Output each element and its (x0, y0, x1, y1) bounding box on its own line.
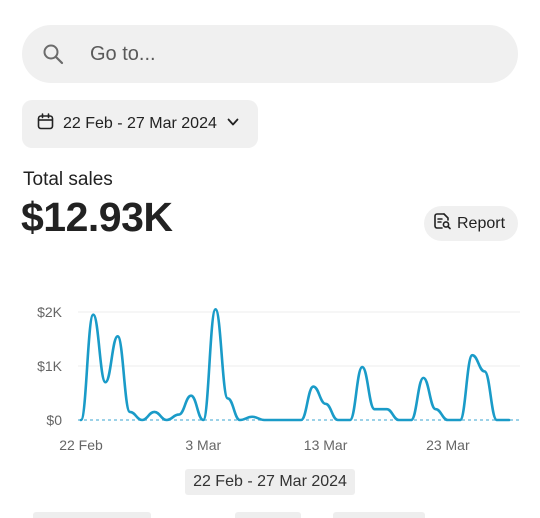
date-range-button[interactable]: 22 Feb - 27 Mar 2024 (22, 100, 258, 148)
bottom-tab-strip (33, 512, 151, 518)
y-tick-label: $2K (37, 304, 63, 320)
calendar-icon (37, 113, 54, 135)
bottom-tab-strip (235, 512, 301, 518)
x-tick-label: 3 Mar (185, 437, 221, 453)
metric-label: Total sales (23, 169, 113, 190)
bottom-tab-strip (333, 512, 425, 518)
date-range-label: 22 Feb - 27 Mar 2024 (63, 115, 217, 132)
report-button-label: Report (457, 214, 506, 232)
x-tick-label: 22 Feb (59, 437, 103, 453)
y-tick-label: $0 (46, 412, 62, 428)
sales-series-line (79, 308, 511, 422)
report-search-icon (433, 212, 451, 235)
sales-line-chart[interactable]: $0 $1K $2K 22 Feb 3 Mar 13 Mar 23 Mar (0, 290, 540, 470)
chevron-down-icon (226, 115, 240, 134)
chart-range-caption: 22 Feb - 27 Mar 2024 (185, 469, 355, 495)
report-button[interactable]: Report (424, 206, 518, 241)
x-tick-label: 23 Mar (426, 437, 470, 453)
x-tick-label: 13 Mar (304, 437, 348, 453)
search-input[interactable] (90, 42, 470, 66)
metric-value: $12.93K (21, 194, 173, 240)
search-icon (42, 43, 64, 65)
search-bar[interactable] (22, 25, 518, 83)
y-tick-label: $1K (37, 358, 63, 374)
